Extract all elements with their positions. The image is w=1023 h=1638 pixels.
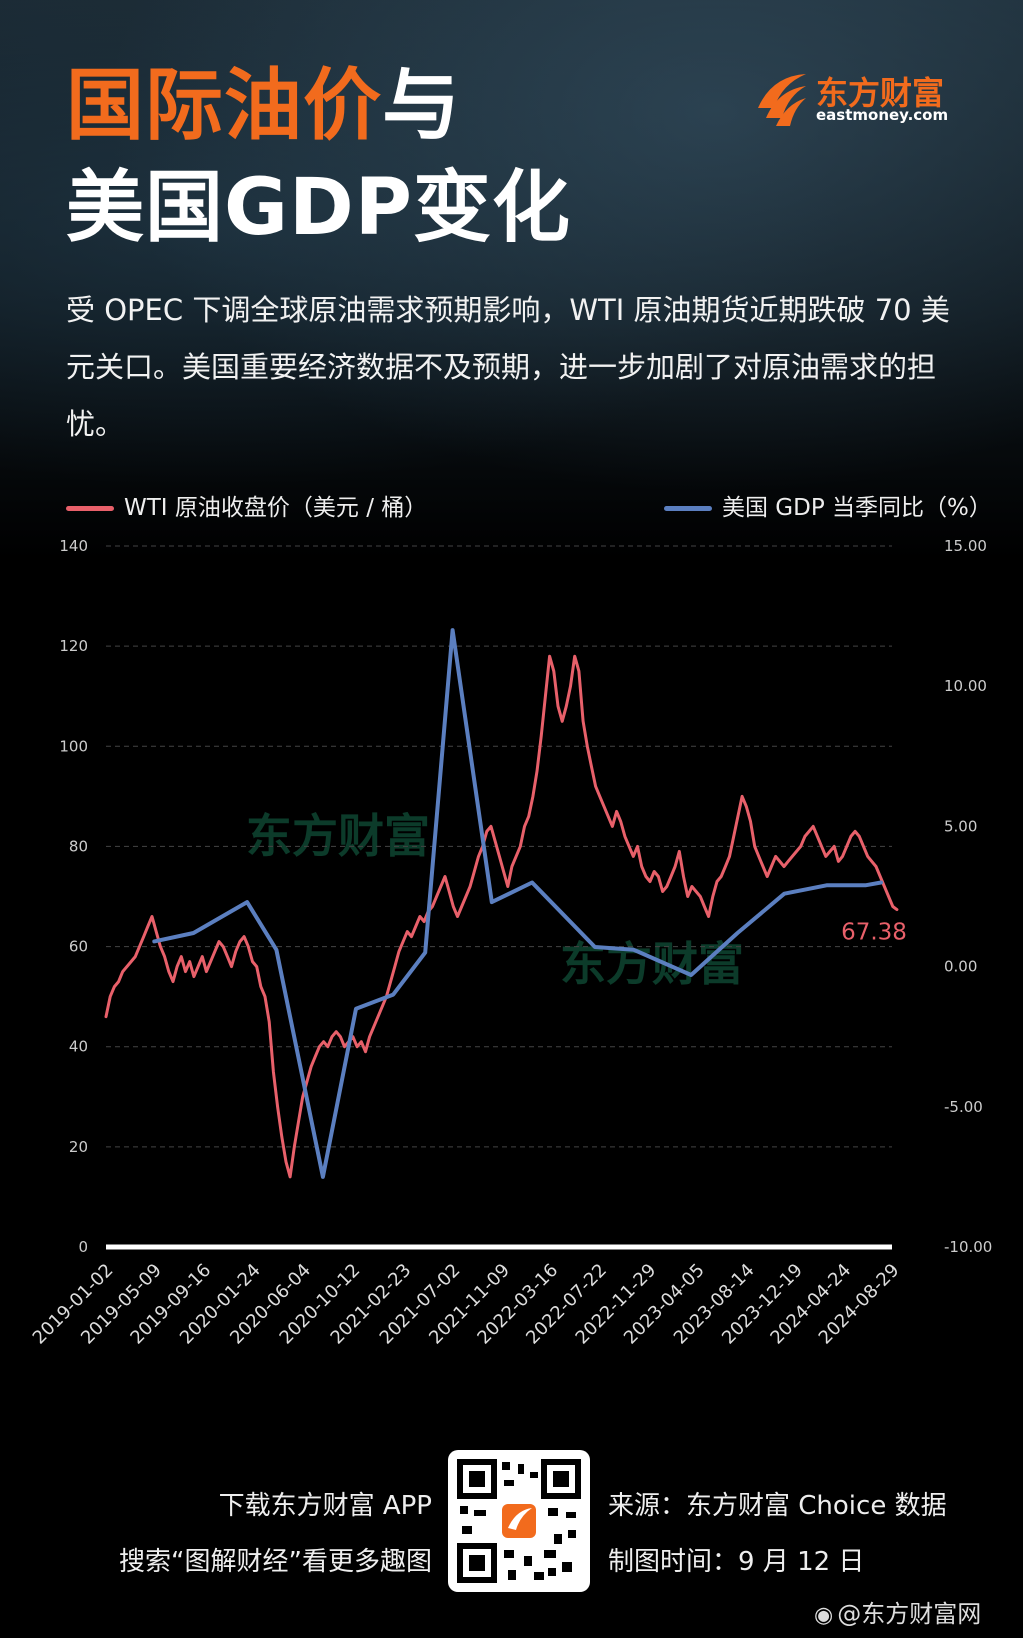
hero-background: [0, 0, 1023, 560]
y-left-tick-label: 80: [69, 837, 88, 855]
gdp-series-line: [152, 628, 883, 1179]
title-white: 与: [382, 61, 462, 151]
logo-icon: [758, 74, 806, 126]
y-left-tick-label: 60: [69, 938, 88, 956]
y-left-tick-label: 20: [69, 1138, 88, 1156]
weibo-handle: ◉ @东方财富网: [814, 1594, 981, 1629]
legend-wti-swatch: [66, 506, 114, 511]
footer-left: 下载东方财富 APP 搜索“图解财经”看更多趣图: [60, 1478, 432, 1590]
y-right-tick-label: 5.00: [944, 817, 977, 835]
logo-subtext: eastmoney.com: [816, 106, 949, 124]
y-left-tick-label: 120: [59, 637, 88, 655]
logo-text: 东方财富: [816, 74, 945, 112]
y-right-tick-label: 15.00: [944, 540, 987, 555]
footer-date-text: 制图时间：9 月 12 日: [608, 1547, 865, 1577]
y-left-tick-label: 140: [59, 540, 88, 555]
weibo-handle-text: @东方财富网: [837, 1600, 982, 1628]
y-left-tick-label: 40: [69, 1038, 88, 1056]
description-text: 受 OPEC 下调全球原油需求预期影响，WTI 原油期货近期跌破 70 美元关口…: [66, 293, 950, 441]
footer-search-text: 搜索“图解财经”看更多趣图: [119, 1547, 432, 1577]
footer-download-text: 下载东方财富 APP: [218, 1491, 432, 1521]
y-right-tick-label: 0.00: [944, 958, 977, 976]
watermark: 东方财富: [560, 937, 744, 991]
y-left-tick-label: 100: [59, 737, 88, 755]
page-title-line1: 国际油价与: [66, 58, 461, 154]
y-right-tick-label: 10.00: [944, 677, 987, 695]
legend-gdp-swatch: [664, 506, 712, 511]
page-title-line2: 美国GDP变化: [66, 163, 571, 253]
y-right-tick-label: -10.00: [944, 1238, 992, 1256]
footer-right: 来源：东方财富 Choice 数据 制图时间：9 月 12 日: [608, 1478, 1008, 1590]
last-value-label: 67.38: [841, 920, 907, 946]
footer-source-text: 来源：东方财富 Choice 数据: [608, 1491, 947, 1521]
qr-code-icon: [457, 1459, 581, 1583]
dual-axis-line-chart: 东方财富东方财富020406080100120140-10.00-5.000.0…: [29, 540, 993, 1349]
legend-gdp: 美国 GDP 当季同比（%）: [664, 488, 992, 521]
y-left-tick-label: 0: [78, 1238, 88, 1256]
weibo-icon: ◉: [814, 1603, 834, 1628]
watermark: 东方财富: [246, 809, 430, 863]
wti-series-line: [104, 654, 899, 1179]
title-orange: 国际油价: [66, 61, 383, 151]
brand-logo: 东方财富 eastmoney.com: [752, 66, 962, 130]
qr-code[interactable]: [448, 1450, 590, 1592]
legend-wti-label: WTI 原油收盘价（美元 / 桶）: [124, 495, 428, 521]
legend-wti: WTI 原油收盘价（美元 / 桶）: [66, 488, 428, 521]
legend-gdp-label: 美国 GDP 当季同比（%）: [722, 495, 992, 521]
y-right-tick-label: -5.00: [944, 1098, 983, 1116]
